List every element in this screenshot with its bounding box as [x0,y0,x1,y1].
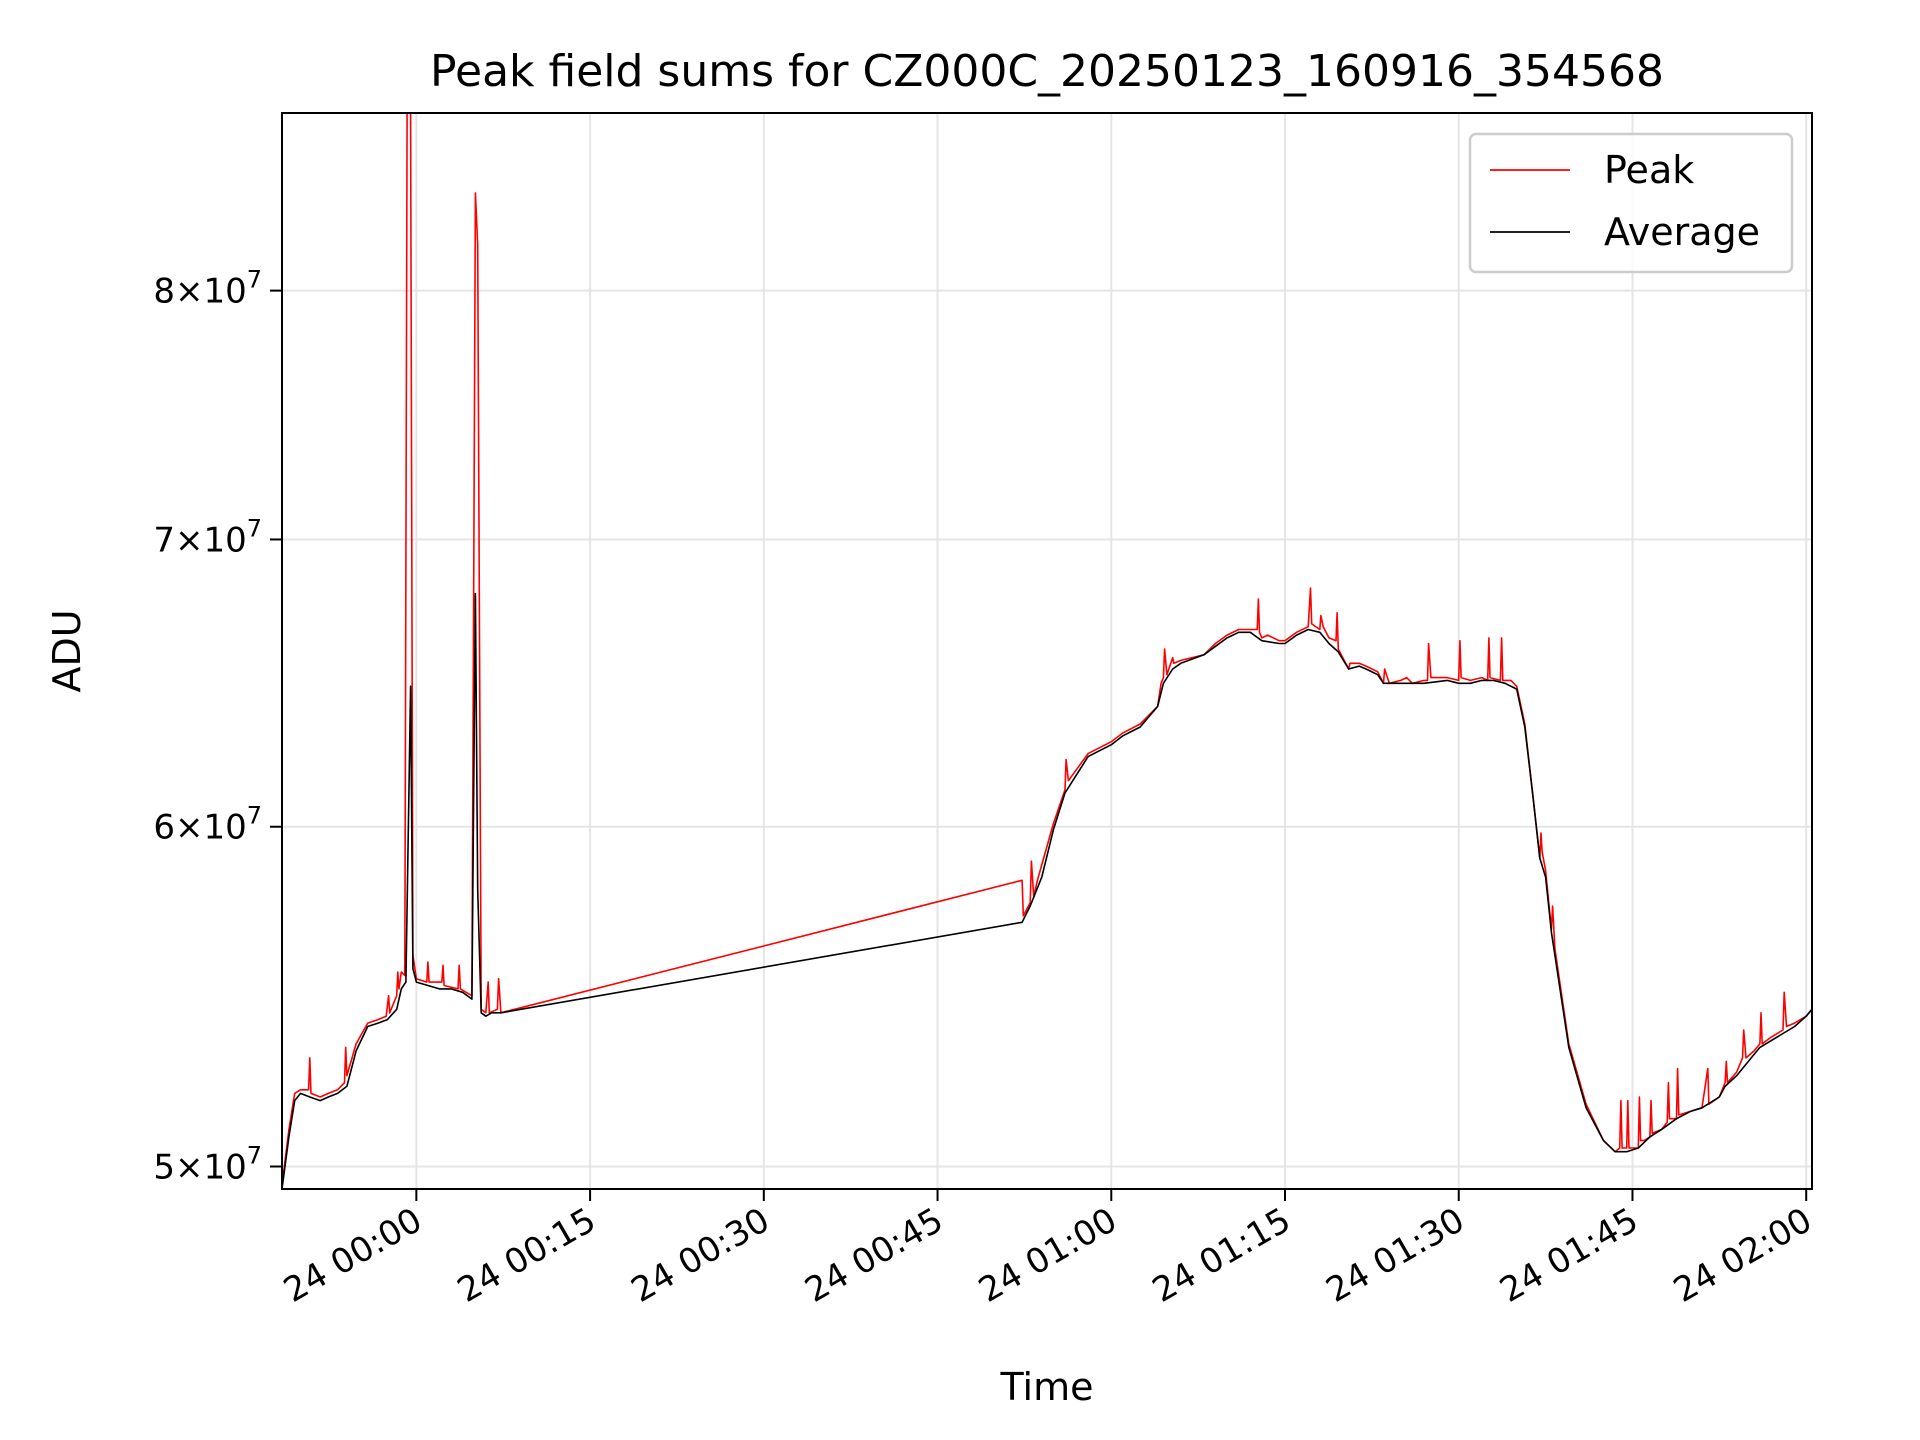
y-axis-label: ADU [45,609,89,692]
y-tick-label: 7×107 [153,514,262,560]
x-tick-label: 24 00:00 [277,1200,429,1311]
plot-frame [281,112,1813,1190]
y-tick-exponent: 7 [247,514,262,542]
y-tick-mantissa: 8 [153,272,175,312]
y-tick-mantissa: 7 [153,520,175,560]
y-tick-times: × [175,808,204,848]
x-axis-label: Time [1000,1365,1094,1409]
y-tick-label: 8×107 [153,266,262,312]
y-tick-label: 6×107 [153,802,262,848]
y-tick-base: 10 [203,1148,246,1188]
y-tick-base: 10 [203,808,246,848]
y-tick-times: × [175,1148,204,1188]
x-tick-label: 24 02:00 [1667,1200,1819,1311]
x-tick-label: 24 00:45 [798,1200,950,1311]
y-tick-base: 10 [203,520,246,560]
x-tick-label: 24 01:45 [1493,1200,1645,1311]
y-tick-mantissa: 5 [153,1148,175,1188]
x-tick-label: 24 01:00 [972,1200,1124,1311]
y-tick-mantissa: 6 [153,808,175,848]
x-tick-label: 24 01:30 [1320,1200,1472,1311]
y-tick-exponent: 7 [247,1142,262,1170]
x-tick-label: 24 00:30 [625,1200,777,1311]
y-tick-exponent: 7 [247,802,262,830]
legend-label-average: Average [1604,210,1760,254]
y-tick-times: × [175,520,204,560]
y-tick-exponent: 7 [247,266,262,294]
series-layer [282,113,1812,1189]
x-tick-label: 24 00:15 [451,1200,603,1311]
x-tick-label: 24 01:15 [1146,1200,1298,1311]
y-tick-label: 5×107 [153,1142,262,1188]
series-line-peak [282,113,1812,1186]
legend: Peak Average [1468,132,1794,274]
y-tick-times: × [175,272,204,312]
legend-box [1468,132,1794,274]
y-tick-base: 10 [203,272,246,312]
x-axis-ticks: 24 00:00 24 00:15 24 00:30 24 00:45 24 01:00… [277,1189,1819,1311]
chart-title: Peak field sums for CZ000C_20250123_1609… [430,46,1664,97]
series-line-average [282,592,1812,1189]
legend-label-peak: Peak [1604,148,1694,192]
grid-lines [282,113,1812,1189]
